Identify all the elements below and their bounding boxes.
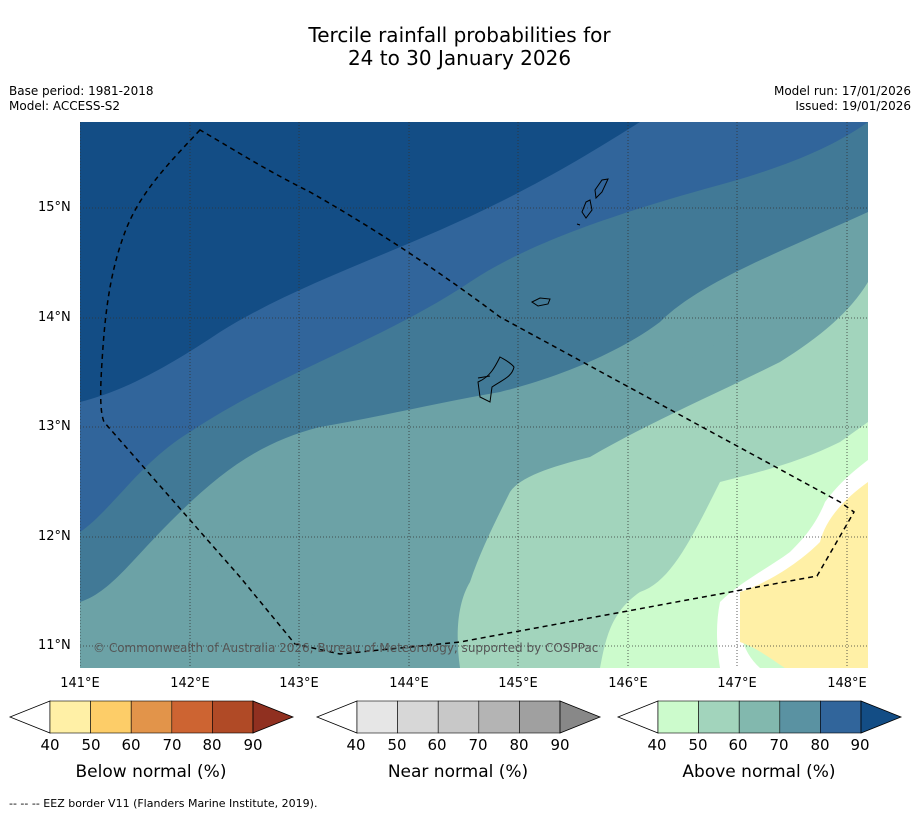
meta-left: Base period: 1981-2018 Model: ACCESS-S2 (9, 84, 154, 114)
cbar-below-tick: 40 (40, 736, 60, 754)
cbar-segment (478, 700, 520, 734)
cbar-below-tick: 80 (202, 736, 222, 754)
copyright-notice: © Commonwealth of Australia 2026, Bureau… (93, 641, 599, 655)
eez-footnote: -- -- -- EEZ border V11 (Flanders Marine… (9, 797, 318, 810)
lat-label: 11°N (38, 638, 71, 653)
lat-label: 14°N (38, 310, 71, 325)
cbar-right-extend (252, 700, 295, 734)
cbar-above-tick: 90 (850, 736, 870, 754)
cbar-segment (738, 700, 781, 734)
chart-title-line-1: Tercile rainfall probabilities for (308, 23, 611, 47)
chart-title-line-2: 24 to 30 January 2026 (347, 46, 572, 70)
colorbar-near (315, 700, 602, 734)
lat-label: 15°N (38, 200, 71, 215)
cbar-segment (356, 700, 398, 734)
island-guam-tip (477, 375, 491, 379)
cbar-near-title: Near normal (%) (387, 762, 529, 782)
cbar-near-tick: 80 (509, 736, 529, 754)
island-saipan (594, 178, 609, 200)
cbar-below-title: Below normal (%) (75, 762, 227, 782)
lon-label: 147°E (717, 676, 757, 691)
cbar-right-extend (559, 700, 602, 734)
lon-label: 142°E (170, 676, 210, 691)
colorbar-below (8, 700, 295, 734)
cbar-below-tick: 60 (121, 736, 141, 754)
cbar-segment (49, 700, 91, 734)
island-guam (477, 356, 515, 403)
cbar-below-tick: 70 (162, 736, 182, 754)
cbar-below-tick: 90 (243, 736, 263, 754)
cbar-below-tick: 50 (81, 736, 101, 754)
island-rota (531, 297, 551, 307)
cbar-left-extend (616, 700, 659, 734)
eez-border (99, 129, 855, 655)
cbar-above-tick: 70 (769, 736, 789, 754)
issued-date: Issued: 19/01/2026 (795, 99, 911, 113)
gridlines (80, 122, 868, 668)
lon-label: 143°E (279, 676, 319, 691)
cbar-near-tick: 50 (387, 736, 407, 754)
islands (477, 178, 609, 403)
cbar-above-tick: 80 (810, 736, 830, 754)
cbar-near-tick: 40 (346, 736, 366, 754)
cbar-segment (657, 700, 699, 734)
cbar-above-tick: 40 (647, 736, 667, 754)
cbar-left-extend (8, 700, 51, 734)
cbar-segment (397, 700, 439, 734)
lat-label: 12°N (38, 529, 71, 544)
lon-label: 145°E (498, 676, 538, 691)
cbar-near-tick: 70 (468, 736, 488, 754)
cbar-segment (698, 700, 740, 734)
colorbar-above (616, 700, 903, 734)
white-gap (717, 460, 868, 668)
model-run: Model run: 17/01/2026 (773, 84, 911, 98)
lon-label: 148°E (827, 676, 867, 691)
cbar-near-tick: 90 (550, 736, 570, 754)
cbar-segment (130, 700, 173, 734)
island-tinian (581, 199, 593, 219)
cbar-segment (437, 700, 480, 734)
base-period: Base period: 1981-2018 (9, 84, 154, 98)
meta-right: Model run: 17/01/2026 Issued: 19/01/2026 (774, 84, 911, 114)
cbar-above-tick: 50 (688, 736, 708, 754)
cbar-near-tick: 60 (427, 736, 447, 754)
cbar-segment (90, 700, 132, 734)
cbar-left-extend (315, 700, 358, 734)
lon-label: 146°E (608, 676, 648, 691)
band-below-40 (740, 482, 868, 668)
island-aguijan (576, 223, 581, 226)
lat-label: 13°N (38, 419, 71, 434)
model-name: Model: ACCESS-S2 (9, 99, 121, 113)
cbar-right-extend (860, 700, 903, 734)
lon-label: 144°E (389, 676, 429, 691)
cbar-segment (519, 700, 561, 734)
cbar-above-tick: 60 (728, 736, 748, 754)
cbar-segment (820, 700, 862, 734)
lon-label: 141°E (60, 676, 100, 691)
cbar-segment (779, 700, 821, 734)
cbar-above-title: Above normal (%) (682, 762, 836, 782)
cbar-segment (171, 700, 213, 734)
cbar-segment (212, 700, 254, 734)
probability-map (80, 122, 868, 668)
